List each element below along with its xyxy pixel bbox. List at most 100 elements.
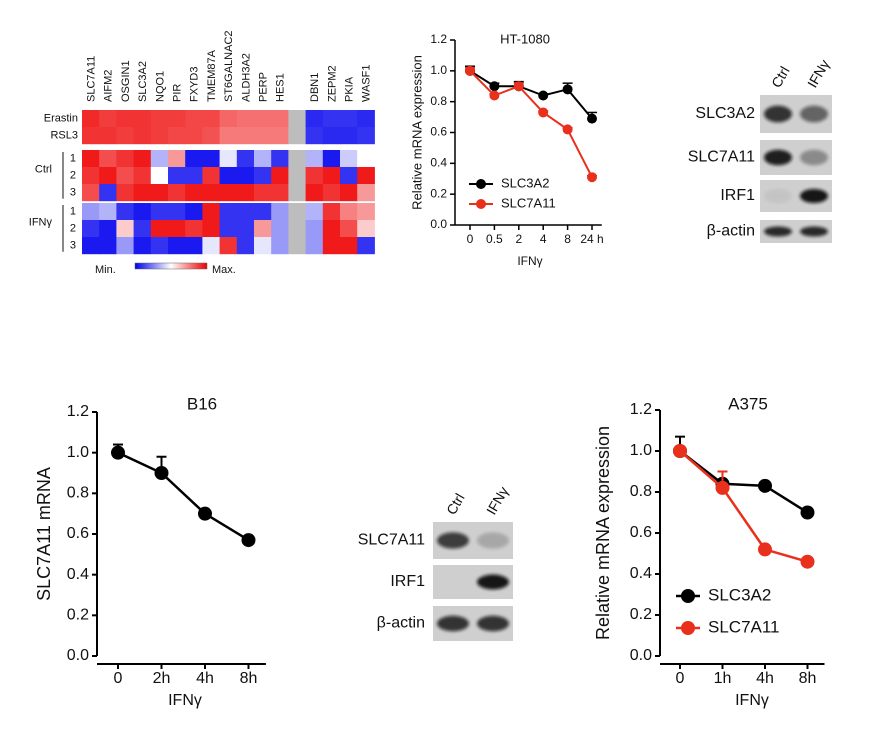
row-label: 2 <box>70 169 76 181</box>
blot-band <box>437 532 469 549</box>
x-tick-label: 1h <box>714 670 732 687</box>
heatmap-cell <box>202 127 221 145</box>
y-axis-label: Relative mRNA expression <box>593 426 613 640</box>
data-point <box>111 445 125 460</box>
y-tick-label: 0.4 <box>67 566 89 583</box>
heatmap-cell <box>202 150 221 168</box>
heatmap-cell <box>133 167 152 185</box>
heatmap-cell <box>271 150 289 168</box>
colorbar <box>134 262 208 270</box>
missing-cell <box>288 150 307 168</box>
x-tick-label: 4h <box>756 670 774 687</box>
heatmap-cell <box>305 110 324 128</box>
heatmap-cell <box>82 167 100 185</box>
heatmap-cell <box>168 203 186 221</box>
heatmap-cell <box>340 203 358 221</box>
heatmap-cell <box>236 220 255 238</box>
group-label: IFNγ <box>29 216 53 228</box>
heatmap-cell <box>322 220 341 238</box>
blot-band <box>764 149 792 166</box>
heatmap-cell <box>357 150 375 168</box>
heatmap-cell <box>357 184 375 202</box>
heatmap-cell <box>150 237 169 255</box>
y-tick-label: 0.6 <box>630 524 652 541</box>
data-point <box>800 505 815 520</box>
heatmap-cell <box>133 150 152 168</box>
blot-band <box>800 105 828 123</box>
series-line <box>117 451 250 542</box>
missing-cell <box>288 184 307 202</box>
heatmap-cell <box>150 150 169 168</box>
heatmap-cell <box>185 203 203 221</box>
heatmap-cell <box>99 203 117 221</box>
heatmap-cell <box>219 184 238 202</box>
y-tick-label: 0.0 <box>67 647 89 664</box>
heatmap-cell <box>116 220 135 238</box>
row-label: 3 <box>70 239 76 251</box>
heatmap-cell <box>357 203 375 221</box>
heatmap-cell <box>185 127 203 145</box>
data-point <box>562 124 573 135</box>
heatmap-cell <box>236 237 255 255</box>
heatmap-cell <box>236 203 255 221</box>
heatmap-cell <box>322 110 341 128</box>
column-label: SLC3A2 <box>137 61 149 102</box>
data-point <box>241 533 256 548</box>
chart-title: B16 <box>187 394 217 413</box>
heatmap-cell <box>219 150 238 168</box>
legend-swatch <box>476 179 486 189</box>
x-tick-label: 4h <box>196 670 214 687</box>
heatmap-cell <box>185 150 203 168</box>
y-tick-label: 0.8 <box>67 485 89 502</box>
data-point <box>538 107 549 118</box>
heatmap-cell <box>185 237 203 255</box>
column-label: PERP <box>258 72 270 102</box>
heatmap-cell <box>150 110 169 128</box>
y-tick-label: 0.2 <box>630 606 652 623</box>
heatmap-cell <box>116 237 135 255</box>
column-label: HES1 <box>275 73 287 102</box>
heatmap-cell <box>219 220 238 238</box>
heatmap-cell <box>236 110 255 128</box>
heatmap-cell <box>168 184 186 202</box>
column-label: PIR <box>172 84 184 102</box>
y-tick-label: 0.8 <box>630 483 652 500</box>
y-tick-label: 0.8 <box>430 94 447 108</box>
blot-band <box>800 188 828 204</box>
heatmap-cell <box>254 127 272 145</box>
column-label: ZEPM2 <box>326 65 338 102</box>
column-label: ALDH3A2 <box>240 53 252 102</box>
heatmap-cell <box>168 127 186 145</box>
heatmap-cell <box>219 110 238 128</box>
blot-row-label: IRF1 <box>720 187 755 204</box>
blot-band <box>764 188 792 204</box>
column-label: ST6GALNAC2 <box>223 30 235 102</box>
column-label: NQO1 <box>154 71 166 102</box>
x-axis-label: IFNγ <box>735 692 769 709</box>
heatmap-cell <box>99 150 117 168</box>
data-point <box>758 542 772 557</box>
heatmap-cell <box>133 203 152 221</box>
heatmap-cell <box>116 184 135 202</box>
heatmap-cell <box>305 184 324 202</box>
blot-row-label: SLC7A11 <box>688 149 755 166</box>
data-point <box>198 506 212 521</box>
missing-cell <box>288 237 307 255</box>
heatmap-cell <box>168 237 186 255</box>
heatmap-cell <box>305 167 324 185</box>
y-tick-label: 0.6 <box>67 525 89 542</box>
heatmap-cell <box>133 184 152 202</box>
x-tick-label: 8h <box>240 670 258 687</box>
heatmap-cell <box>133 127 152 145</box>
column-label: AIFM2 <box>103 70 115 102</box>
heatmap-cell <box>202 237 221 255</box>
heatmap-cell <box>185 220 203 238</box>
heatmap-cell <box>236 184 255 202</box>
heatmap-cell <box>168 110 186 128</box>
heatmap-cell <box>322 184 341 202</box>
heatmap-cell <box>357 220 375 238</box>
column-label: PKIA <box>344 76 356 102</box>
heatmap-cell <box>150 127 169 145</box>
blot-row-label: SLC7A11 <box>358 532 425 549</box>
